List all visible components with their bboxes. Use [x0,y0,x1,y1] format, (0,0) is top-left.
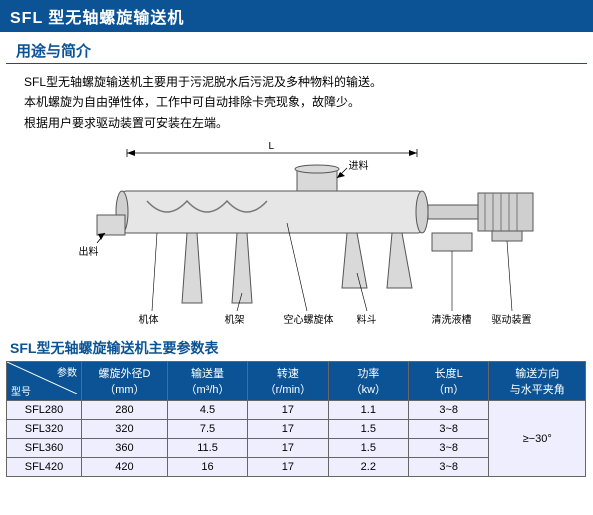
col-n: 转速 （r/min） [248,362,328,401]
cell-d: 420 [82,458,168,477]
label-inlet: 进料 [349,157,369,172]
intro-line-3: 根据用户要求驱动装置可安装在左端。 [24,113,583,133]
col-diag: 参数 型号 [7,362,82,401]
table-header-row: 参数 型号 螺旋外径D （mm） 输送量 （m³/h） 转速 （r/min） 功… [7,362,586,401]
label-trough: 清洗液槽 [432,311,472,326]
cell-d: 280 [82,401,168,420]
label-body: 机体 [139,311,159,326]
label-spiral: 空心螺旋体 [284,311,334,326]
col-q: 输送量 （m³/h） [167,362,247,401]
label-outlet: 出料 [79,243,99,258]
label-drive: 驱动装置 [492,311,532,326]
label-L: L [269,141,275,152]
cell-l: 3~8 [409,439,489,458]
cell-p: 1.1 [328,401,408,420]
cell-q: 4.5 [167,401,247,420]
cell-l: 3~8 [409,458,489,477]
cell-p: 2.2 [328,458,408,477]
table-title: SFL型无轴螺旋输送机主要参数表 [0,334,593,361]
cell-l: 3~8 [409,401,489,420]
cell-l: 3~8 [409,420,489,439]
intro-line-2: 本机螺旋为自由弹性体，工作中可自动排除卡壳现象，故障少。 [24,92,583,112]
cell-model: SFL420 [7,458,82,477]
label-frame: 机架 [225,311,245,326]
intro-line-1: SFL型无轴螺旋输送机主要用于污泥脱水后污泥及多种物料的输送。 [24,72,583,92]
label-hopper: 料斗 [357,311,377,326]
section-title: 用途与简介 [6,32,587,64]
diag-top-label: 参数 [57,364,77,379]
cell-model: SFL280 [7,401,82,420]
col-dir: 输送方向 与水平夹角 [489,362,586,401]
cell-q: 11.5 [167,439,247,458]
cell-n: 17 [248,401,328,420]
cell-d: 320 [82,420,168,439]
cell-n: 17 [248,439,328,458]
spec-table: 参数 型号 螺旋外径D （mm） 输送量 （m³/h） 转速 （r/min） 功… [6,361,586,477]
page-header: SFL 型无轴螺旋输送机 [0,0,593,32]
diag-bot-label: 型号 [11,383,31,398]
conveyor-diagram [37,143,557,323]
cell-p: 1.5 [328,420,408,439]
table-row: SFL280 280 4.5 17 1.1 3~8 ≥−30° [7,401,586,420]
cell-n: 17 [248,458,328,477]
cell-n: 17 [248,420,328,439]
col-d: 螺旋外径D （mm） [82,362,168,401]
cell-q: 16 [167,458,247,477]
col-p: 功率 （kw） [328,362,408,401]
intro-text: SFL型无轴螺旋输送机主要用于污泥脱水后污泥及多种物料的输送。 本机螺旋为自由弹… [0,64,593,139]
cell-p: 1.5 [328,439,408,458]
cell-q: 7.5 [167,420,247,439]
cell-d: 360 [82,439,168,458]
diagram-area: L 进料 出料 机体 机架 空心螺旋体 料斗 清洗液槽 驱动装置 [0,139,593,334]
cell-model: SFL320 [7,420,82,439]
cell-model: SFL360 [7,439,82,458]
col-l: 长度L （m） [409,362,489,401]
cell-merged-dir: ≥−30° [489,401,586,477]
